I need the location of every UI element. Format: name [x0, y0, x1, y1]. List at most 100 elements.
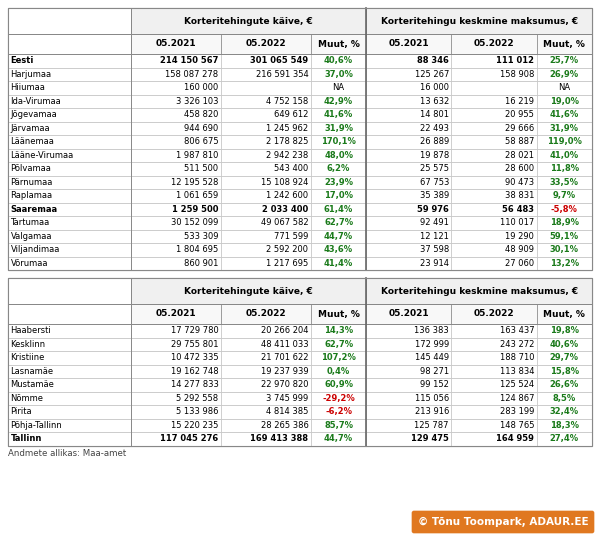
Bar — [311, 337, 366, 351]
Bar — [8, 54, 131, 67]
Bar — [537, 216, 592, 230]
Bar — [311, 148, 366, 162]
Text: Võrumaa: Võrumaa — [11, 259, 48, 268]
Text: Korteritehingute käive, €: Korteritehingute käive, € — [184, 287, 313, 295]
Text: 860 901: 860 901 — [184, 259, 218, 268]
Bar — [537, 391, 592, 405]
Bar — [451, 243, 537, 256]
Bar — [8, 8, 592, 270]
Text: 43,6%: 43,6% — [324, 245, 353, 254]
Bar — [366, 67, 451, 81]
Text: Tartumaa: Tartumaa — [11, 218, 50, 227]
Text: Pärnumaa: Pärnumaa — [11, 178, 53, 187]
Text: Põhja-Tallinn: Põhja-Tallinn — [11, 421, 62, 430]
Bar — [131, 256, 221, 270]
Bar — [366, 148, 451, 162]
Text: 115 056: 115 056 — [415, 394, 449, 403]
Bar — [311, 202, 366, 216]
Bar — [537, 202, 592, 216]
Text: 58 887: 58 887 — [505, 137, 534, 146]
Bar — [8, 122, 131, 135]
Bar — [131, 216, 221, 230]
Text: 649 612: 649 612 — [274, 110, 308, 119]
Bar — [366, 108, 451, 122]
Text: 1 217 695: 1 217 695 — [266, 259, 308, 268]
Bar — [311, 67, 366, 81]
Text: 35 389: 35 389 — [420, 191, 449, 200]
Bar — [221, 405, 311, 419]
Text: 771 599: 771 599 — [274, 232, 308, 241]
Text: 05.2021: 05.2021 — [156, 40, 196, 49]
Text: 6,2%: 6,2% — [327, 164, 350, 173]
Text: 3 745 999: 3 745 999 — [266, 394, 308, 403]
Bar — [311, 230, 366, 243]
Text: 41,4%: 41,4% — [324, 259, 353, 268]
Bar — [221, 230, 311, 243]
Text: 14,3%: 14,3% — [324, 326, 353, 335]
Text: Pirita: Pirita — [11, 407, 32, 416]
Text: 145 449: 145 449 — [415, 354, 449, 362]
Bar — [8, 391, 131, 405]
Text: Kesklinn: Kesklinn — [11, 340, 46, 349]
Bar — [221, 67, 311, 81]
Text: 16 219: 16 219 — [505, 97, 534, 106]
Bar — [221, 162, 311, 176]
Bar — [131, 378, 221, 391]
Text: 22 970 820: 22 970 820 — [261, 380, 308, 389]
Text: NA: NA — [332, 83, 344, 92]
Text: 22 493: 22 493 — [420, 124, 449, 133]
Text: 05.2021: 05.2021 — [156, 310, 196, 318]
Text: 12 195 528: 12 195 528 — [171, 178, 218, 187]
Text: 44,7%: 44,7% — [324, 232, 353, 241]
Text: 14 801: 14 801 — [420, 110, 449, 119]
Text: 125 787: 125 787 — [415, 421, 449, 430]
Bar — [221, 189, 311, 202]
Bar — [311, 243, 366, 256]
Text: 30,1%: 30,1% — [550, 245, 579, 254]
Bar — [366, 304, 451, 324]
Bar — [221, 108, 311, 122]
Text: Valgamaa: Valgamaa — [11, 232, 52, 241]
Bar — [221, 202, 311, 216]
Bar — [131, 365, 221, 378]
Text: 28 021: 28 021 — [505, 151, 534, 160]
Text: 99 152: 99 152 — [420, 380, 449, 389]
Bar — [8, 278, 592, 445]
Text: 30 152 099: 30 152 099 — [171, 218, 218, 227]
Bar — [221, 432, 311, 445]
Text: 59 976: 59 976 — [417, 205, 449, 214]
Bar — [131, 202, 221, 216]
Text: 13,2%: 13,2% — [550, 259, 579, 268]
Bar — [311, 54, 366, 67]
Bar — [131, 324, 221, 337]
Text: 98 271: 98 271 — [420, 367, 449, 376]
Text: Muut, %: Muut, % — [317, 310, 359, 318]
Text: © Tõnu Toompark, ADAUR.EE: © Tõnu Toompark, ADAUR.EE — [418, 517, 589, 527]
Bar — [8, 405, 131, 419]
Text: 41,6%: 41,6% — [550, 110, 579, 119]
Text: 511 500: 511 500 — [184, 164, 218, 173]
Text: -5,8%: -5,8% — [551, 205, 578, 214]
Text: NA: NA — [559, 83, 571, 92]
Text: Korteritehingu keskmine maksumus, €: Korteritehingu keskmine maksumus, € — [380, 17, 578, 26]
Bar — [366, 405, 451, 419]
Bar — [131, 432, 221, 445]
Text: 31,9%: 31,9% — [550, 124, 579, 133]
Text: 214 150 567: 214 150 567 — [160, 56, 218, 65]
Bar — [221, 216, 311, 230]
Text: 26,6%: 26,6% — [550, 380, 579, 389]
Bar — [311, 122, 366, 135]
Bar — [451, 122, 537, 135]
Bar — [451, 176, 537, 189]
Bar — [131, 230, 221, 243]
Text: 60,9%: 60,9% — [324, 380, 353, 389]
Text: 42,9%: 42,9% — [324, 97, 353, 106]
Text: 62,7%: 62,7% — [324, 340, 353, 349]
Bar — [311, 378, 366, 391]
Text: 29,7%: 29,7% — [550, 354, 579, 362]
Text: 27 060: 27 060 — [505, 259, 534, 268]
Bar — [366, 216, 451, 230]
Bar — [537, 432, 592, 445]
Text: 944 690: 944 690 — [184, 124, 218, 133]
Text: 1 804 695: 1 804 695 — [176, 245, 218, 254]
